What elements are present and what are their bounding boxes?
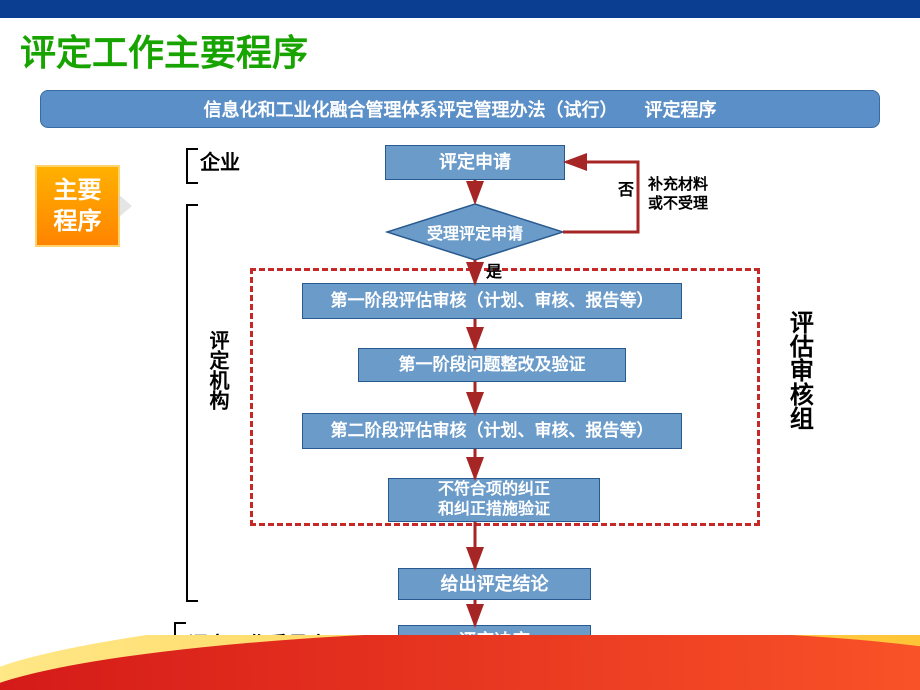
label-yes: 是 [486,258,502,282]
actor-agency: 评定机构 [203,330,232,410]
box-phase1-review: 第一阶段评估审核（计划、审核、报告等） [302,283,682,319]
bottom-wave [0,635,920,690]
page-title: 评定工作主要程序 [20,24,308,76]
header-box: 信息化和工业化融合管理体系评定管理办法（试行） 评定程序 [40,90,880,128]
diamond-accept: 受理评定申请 [385,202,565,262]
box-phase2-review: 第二阶段评估审核（计划、审核、报告等） [302,413,682,449]
box-conclusion: 给出评定结论 [398,568,591,600]
label-supplement: 补充材料 或不受理 [648,176,708,214]
top-bar [0,0,920,18]
sidebar-line1: 主要 [37,175,118,206]
bracket-agency [186,204,198,602]
sidebar-line2: 程序 [37,206,118,237]
review-group-label: 评估审核组 [785,310,811,430]
actor-enterprise: 企业 [200,146,240,175]
sidebar-tag: 主要 程序 [35,165,120,247]
diamond-text: 受理评定申请 [385,202,565,262]
box-phase1-rectify: 第一阶段问题整改及验证 [358,348,626,382]
box-nonconformity: 不符合项的纠正 和纠正措施验证 [388,478,600,522]
label-no: 否 [618,176,634,200]
bracket-enterprise [186,148,198,184]
box-apply: 评定申请 [385,145,565,180]
